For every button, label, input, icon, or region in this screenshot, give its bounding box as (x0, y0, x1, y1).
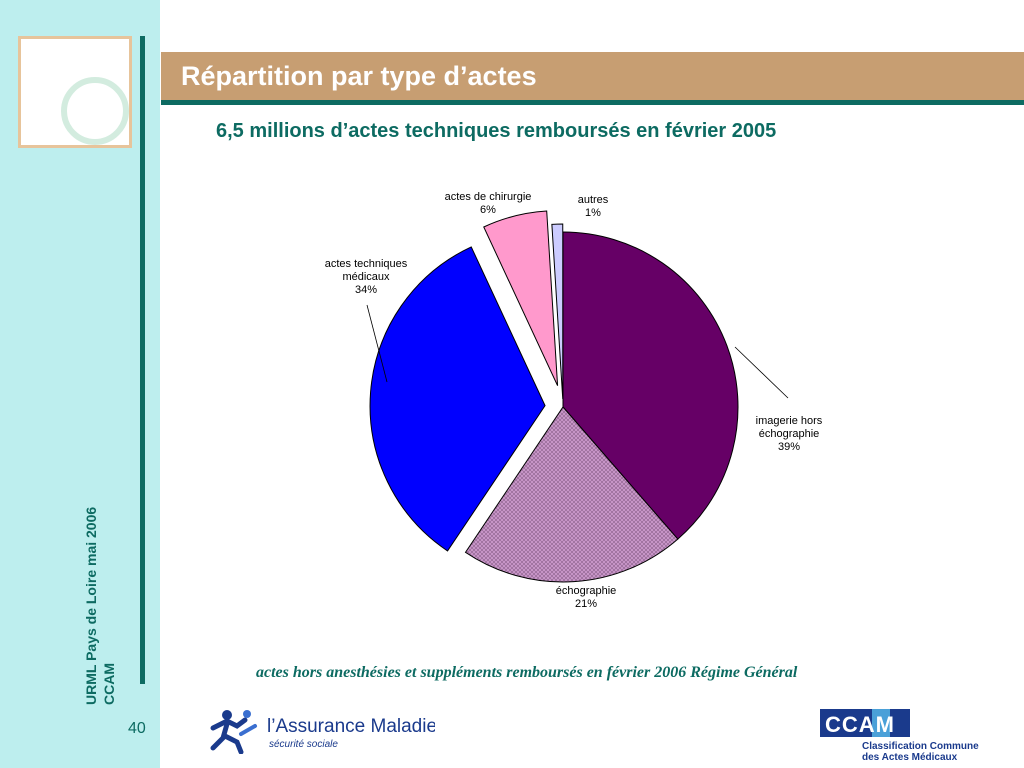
slice-value-label: 1% (585, 207, 601, 219)
pie-slice (551, 223, 564, 400)
slice-label: échographie 21% (556, 585, 617, 610)
ccam-logo-letters: CCAM (825, 712, 895, 737)
ccam-logo-line1: Classification Commune (862, 741, 979, 752)
slice-name-label: échographie (759, 428, 820, 440)
page-title: Répartition par type d’actes (181, 61, 537, 91)
leader-line (734, 346, 789, 399)
chart-subtitle: 6,5 millions d’actes techniques rembours… (216, 120, 777, 142)
sidebar-divider (140, 36, 145, 684)
assurance-maladie-logo: l’Assurance Maladie sécurité sociale (210, 710, 435, 754)
pie-slice (562, 231, 739, 540)
slice-value-label: 21% (575, 598, 597, 610)
slice-value-label: 6% (480, 204, 496, 216)
slice-label: autres 1% (578, 194, 609, 219)
leader-line (366, 304, 388, 383)
slice-label: actes techniques médicaux 34% (325, 258, 408, 296)
slice-name-label: médicaux (342, 271, 390, 283)
slice-name-label: actes de chirurgie (445, 191, 532, 203)
slice-label: imagerie hors échographie 39% (756, 415, 823, 453)
sidebar: URML Pays de Loire mai 2006 CCAM 40 (0, 0, 160, 768)
pie-slice (369, 246, 546, 552)
runner-icon (210, 710, 257, 754)
slice-name-label: échographie (556, 585, 617, 597)
slice-value-label: 39% (778, 441, 800, 453)
pie-slice (464, 406, 679, 583)
slice-name-label: actes techniques (325, 258, 408, 270)
slice-value-label: 34% (355, 284, 377, 296)
ring-icon (61, 77, 129, 145)
assurance-subtitle: sécurité sociale (269, 739, 338, 750)
logo-box (18, 36, 132, 148)
pie-slice (483, 210, 559, 386)
slice-name-label: imagerie hors (756, 415, 823, 427)
slice-label: actes de chirurgie 6% (445, 191, 532, 216)
chart-footnote: actes hors anesthésies et suppléments re… (256, 664, 798, 681)
slice-name-label: autres (578, 194, 609, 206)
page-number: 40 (128, 720, 146, 737)
ccam-logo-line2: des Actes Médicaux (862, 752, 958, 762)
assurance-name: l’Assurance Maladie (267, 716, 435, 737)
ccam-logo: CCAM Classification Commune des Actes Mé… (820, 709, 979, 762)
title-bar: Répartition par type d’actes (161, 52, 1024, 105)
